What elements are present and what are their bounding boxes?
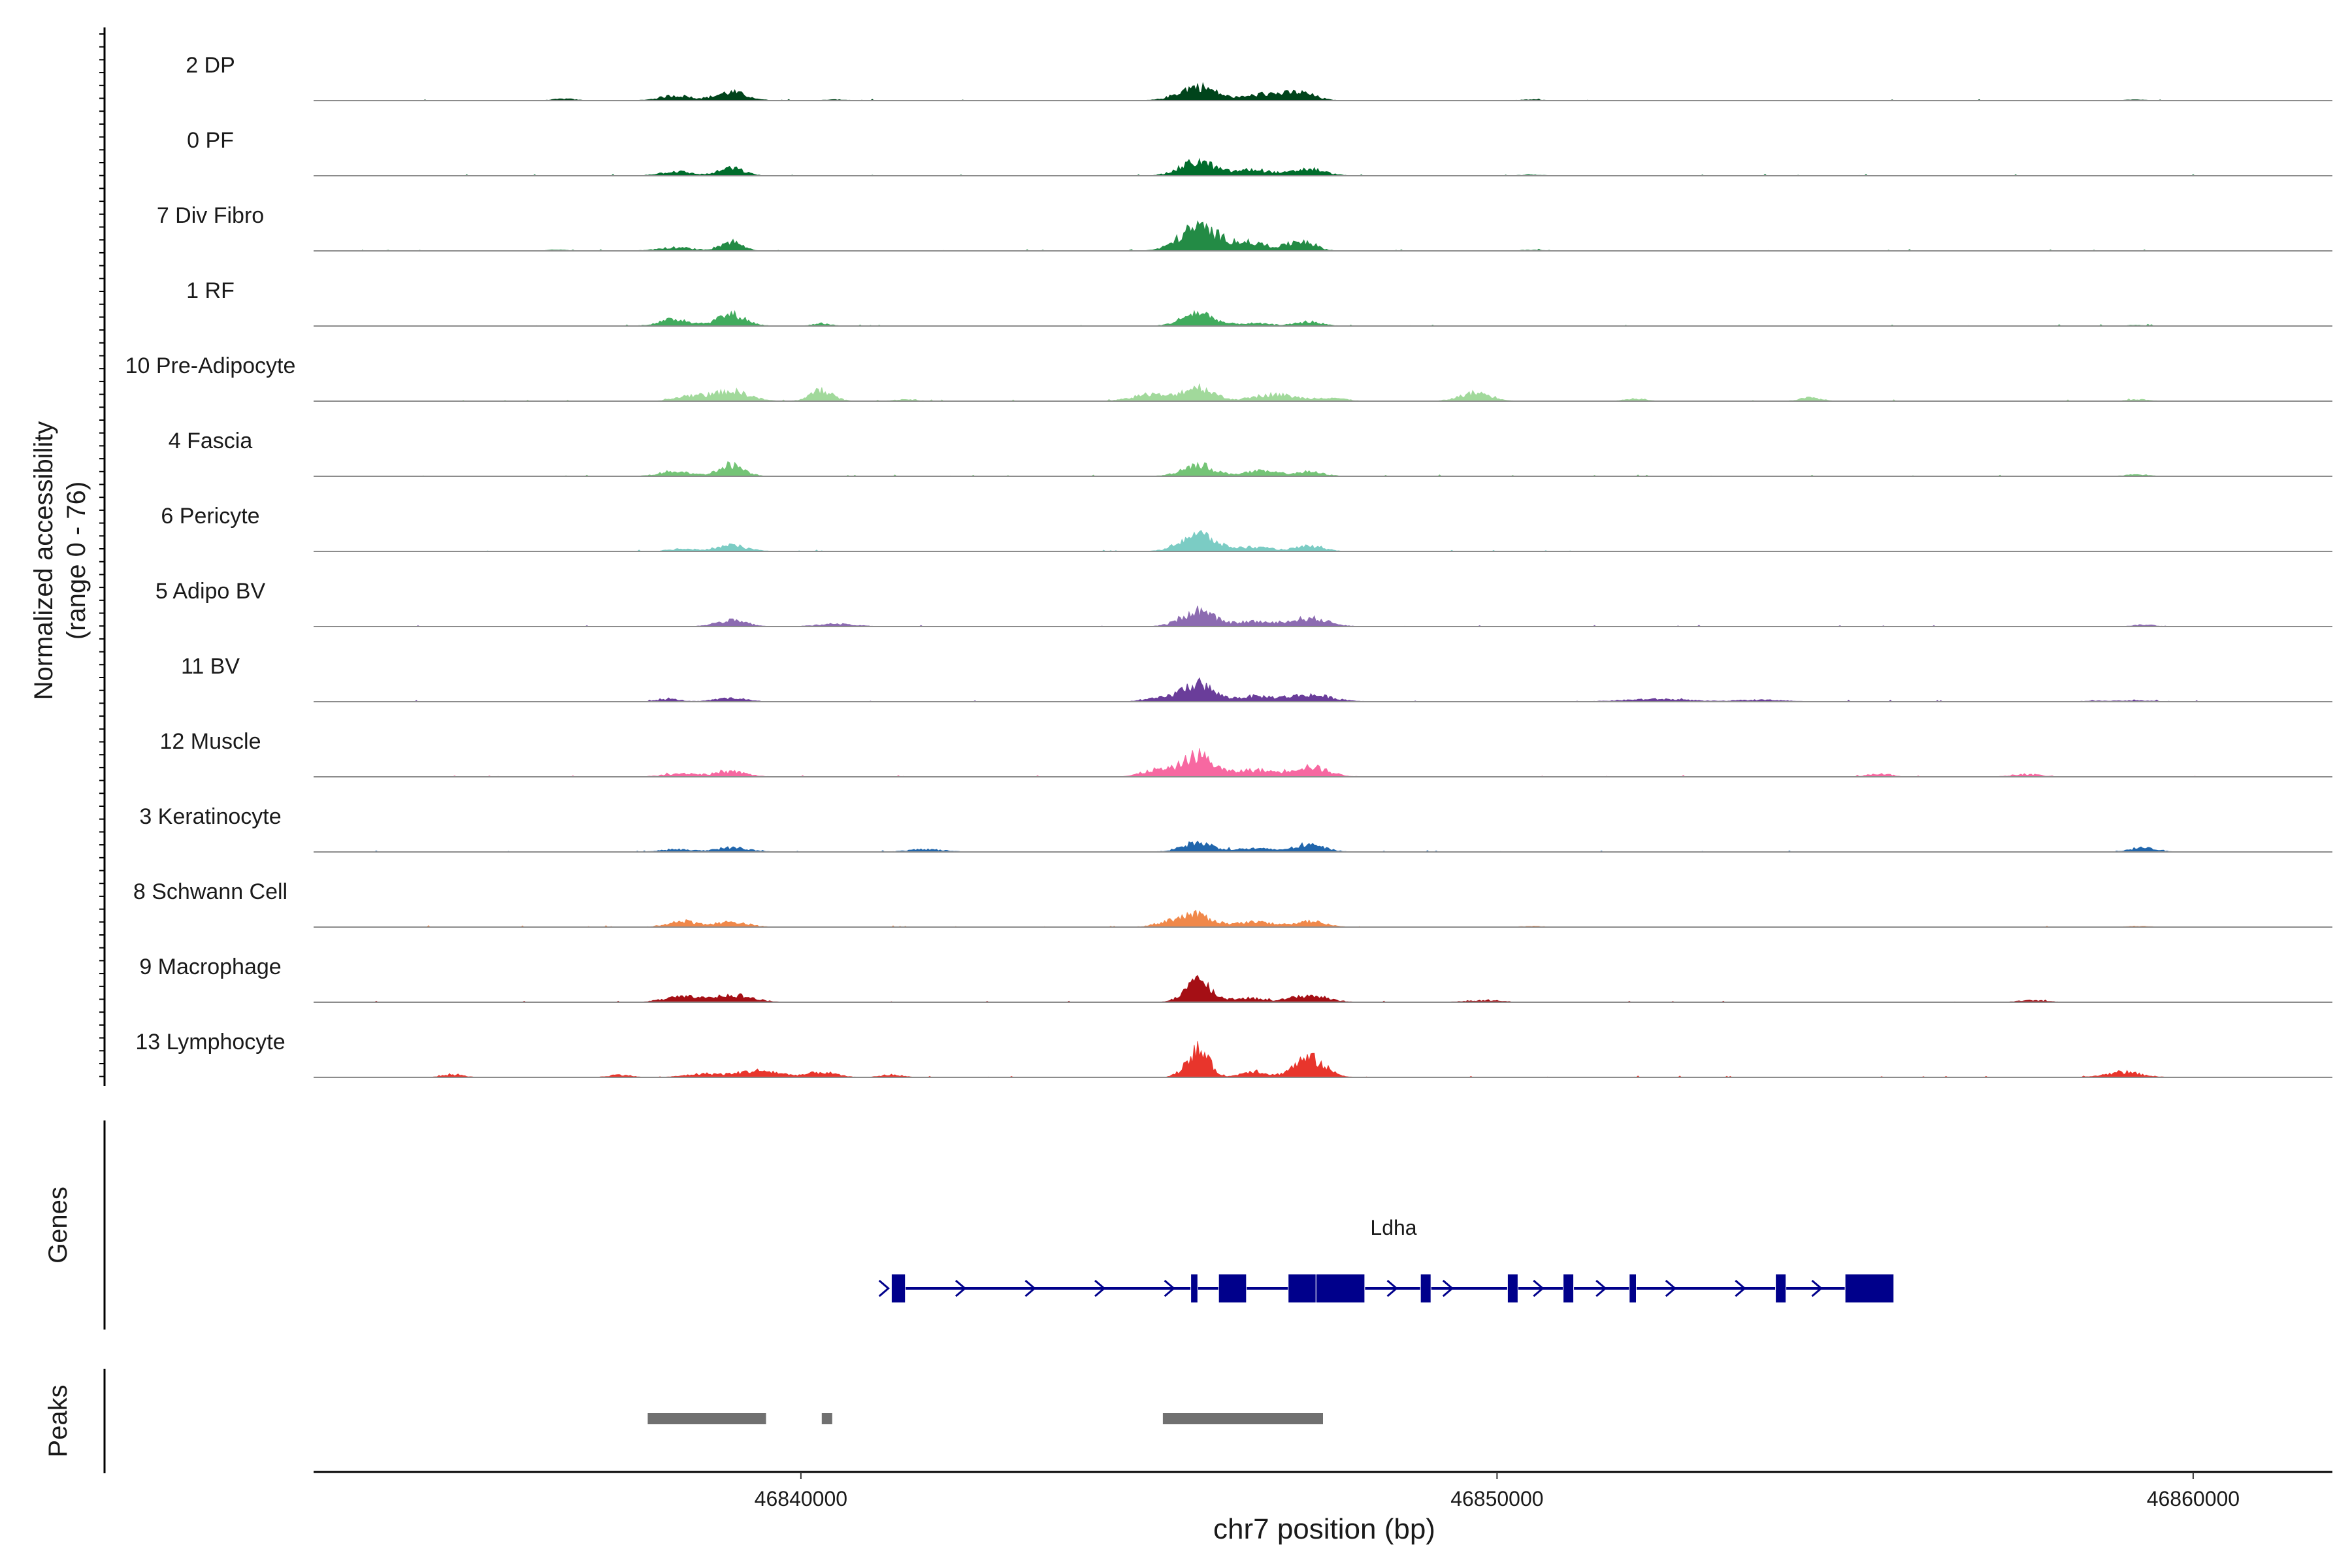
track-signal-area	[362, 157, 2200, 176]
gene-exon	[1775, 1273, 1787, 1303]
gene-strand-arrow	[1665, 1279, 1677, 1298]
gene-exon	[1844, 1273, 1895, 1303]
gene-model	[878, 1273, 1895, 1303]
gene-strand-arrow	[878, 1279, 890, 1298]
track-0-pf: 0 PF	[187, 128, 2332, 176]
genes-panel-label: Genes	[44, 1186, 73, 1264]
x-tick-label: 46860000	[2147, 1487, 2240, 1511]
track-12-muscle: 12 Muscle	[160, 729, 2332, 777]
accessibility-tracks: 2 DP 0 PF 7 Div Fibro 1 RF 10 Pre-Adipocyte 4…	[125, 53, 2332, 1078]
x-tick-label: 46850000	[1450, 1487, 1543, 1511]
gene-strand-arrow	[1595, 1279, 1607, 1298]
track-signal-area	[362, 975, 2200, 1003]
gene-strand-arrow	[1442, 1279, 1454, 1298]
track-label: 11 BV	[181, 654, 240, 679]
track-signal-area	[362, 220, 2200, 252]
gene-strand-arrow	[1164, 1279, 1175, 1298]
gene-exon	[1563, 1273, 1575, 1303]
track-6-pericyte: 6 Pericyte	[161, 504, 2332, 552]
gene-name-label: Ldha	[1370, 1216, 1416, 1239]
track-label: 6 Pericyte	[161, 504, 259, 529]
track-3-keratinocyte: 3 Keratinocyte	[139, 804, 2332, 853]
track-signal-area	[362, 530, 2200, 552]
track-label: 12 Muscle	[160, 729, 261, 754]
track-signal-area	[362, 909, 2200, 928]
gene-exon	[1315, 1273, 1365, 1303]
gene-exon	[1507, 1273, 1518, 1303]
track-2-dp: 2 DP	[186, 53, 2332, 101]
gene-strand-arrow	[1811, 1279, 1823, 1298]
gene-exon	[1190, 1273, 1198, 1303]
track-label: 5 Adipo BV	[155, 579, 266, 604]
peak-regions	[647, 1413, 1323, 1424]
track-label: 13 Lymphocyte	[135, 1030, 285, 1054]
track-signal-area	[362, 461, 2200, 477]
gene-exon	[1288, 1273, 1316, 1303]
x-tick-label: 46840000	[755, 1487, 847, 1511]
track-1-rf: 1 RF	[186, 278, 2332, 327]
gene-strand-arrow	[1735, 1279, 1746, 1298]
track-label: 2 DP	[186, 53, 235, 78]
track-signal-area	[362, 310, 2200, 327]
track-label: 10 Pre-Adipocyte	[125, 353, 296, 378]
gene-exon	[890, 1273, 906, 1303]
track-7-div-fibro: 7 Div Fibro	[157, 203, 2332, 252]
y-axis-label-line1: Normalized accessibility	[29, 421, 58, 700]
peak-region	[1162, 1413, 1323, 1424]
track-label: 7 Div Fibro	[157, 203, 264, 228]
peaks-panel-label: Peaks	[44, 1384, 73, 1457]
gene-strand-arrow	[1094, 1279, 1106, 1298]
track-signal-area	[362, 606, 2200, 627]
track-label: 4 Fascia	[169, 429, 253, 453]
track-13-lymphocyte: 13 Lymphocyte	[135, 1030, 2332, 1078]
track-label: 9 Macrophage	[139, 955, 281, 979]
peak-region	[647, 1413, 766, 1424]
track-signal-area	[362, 384, 2200, 402]
track-9-macrophage: 9 Macrophage	[139, 955, 2332, 1003]
track-4-fascia: 4 Fascia	[169, 429, 2332, 477]
y-axis-label-line2: (range 0 - 76)	[62, 482, 91, 640]
x-axis-label: chr7 position (bp)	[1213, 1513, 1435, 1545]
gene-exon	[1218, 1273, 1247, 1303]
track-signal-area	[362, 840, 2200, 853]
track-label: 3 Keratinocyte	[139, 804, 281, 829]
track-label: 0 PF	[187, 128, 234, 153]
x-axis-ticks: 46840000 46850000 46860000	[755, 1472, 2240, 1511]
gene-strand-arrow	[955, 1279, 967, 1298]
track-11-bv: 11 BV	[181, 654, 2332, 702]
track-label: 8 Schwann Cell	[133, 879, 287, 904]
gene-exon	[1629, 1273, 1637, 1303]
track-5-adipo-bv: 5 Adipo BV	[155, 579, 2332, 627]
track-8-schwann-cell: 8 Schwann Cell	[133, 879, 2332, 928]
track-signal-area	[362, 748, 2200, 777]
track-signal-area	[362, 677, 2200, 702]
y-axis-ticks	[99, 33, 105, 1077]
track-signal-area	[362, 1041, 2200, 1078]
gene-strand-arrow	[1386, 1279, 1398, 1298]
track-10-pre-adipocyte: 10 Pre-Adipocyte	[125, 353, 2332, 402]
track-label: 1 RF	[186, 278, 235, 303]
track-signal-area	[362, 82, 2200, 101]
gene-exon	[1420, 1273, 1431, 1303]
gene-strand-arrow	[1533, 1279, 1544, 1298]
peak-region	[821, 1413, 832, 1424]
gene-strand-arrow	[1024, 1279, 1036, 1298]
